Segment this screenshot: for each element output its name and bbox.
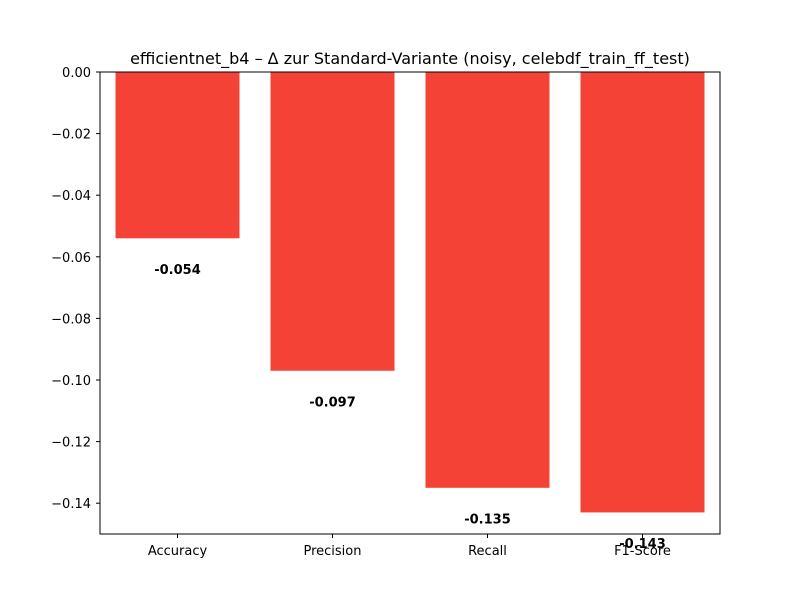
data-label: -0.097: [309, 396, 356, 411]
bar: [425, 72, 550, 488]
y-tick-label: 0.00: [62, 66, 91, 81]
x-tick-label: Accuracy: [148, 544, 208, 559]
plot-frame: [99, 71, 721, 535]
y-tick-label: −0.12: [51, 436, 91, 451]
x-tick-label: Recall: [468, 544, 507, 559]
bar: [580, 72, 705, 513]
x-tick-label: F1-Score: [614, 544, 671, 559]
y-tick-label: −0.04: [51, 189, 91, 204]
chart-title: efficientnet_b4 – Δ zur Standard-Variant…: [130, 49, 690, 69]
y-tick-label: −0.08: [51, 312, 91, 327]
bar: [270, 72, 395, 371]
data-label: -0.143: [619, 537, 666, 552]
data-label: -0.054: [154, 263, 201, 278]
y-tick-label: −0.06: [51, 251, 91, 266]
bar: [115, 72, 240, 239]
x-tick-label: Precision: [303, 544, 361, 559]
data-label: -0.135: [464, 513, 511, 528]
y-tick-label: −0.02: [51, 128, 91, 143]
y-tick-label: −0.14: [51, 497, 91, 512]
y-tick-label: −0.10: [51, 374, 91, 389]
plot-area: Accuracy -0.054 Precision -0.097 Recall -0.13…: [51, 66, 721, 559]
